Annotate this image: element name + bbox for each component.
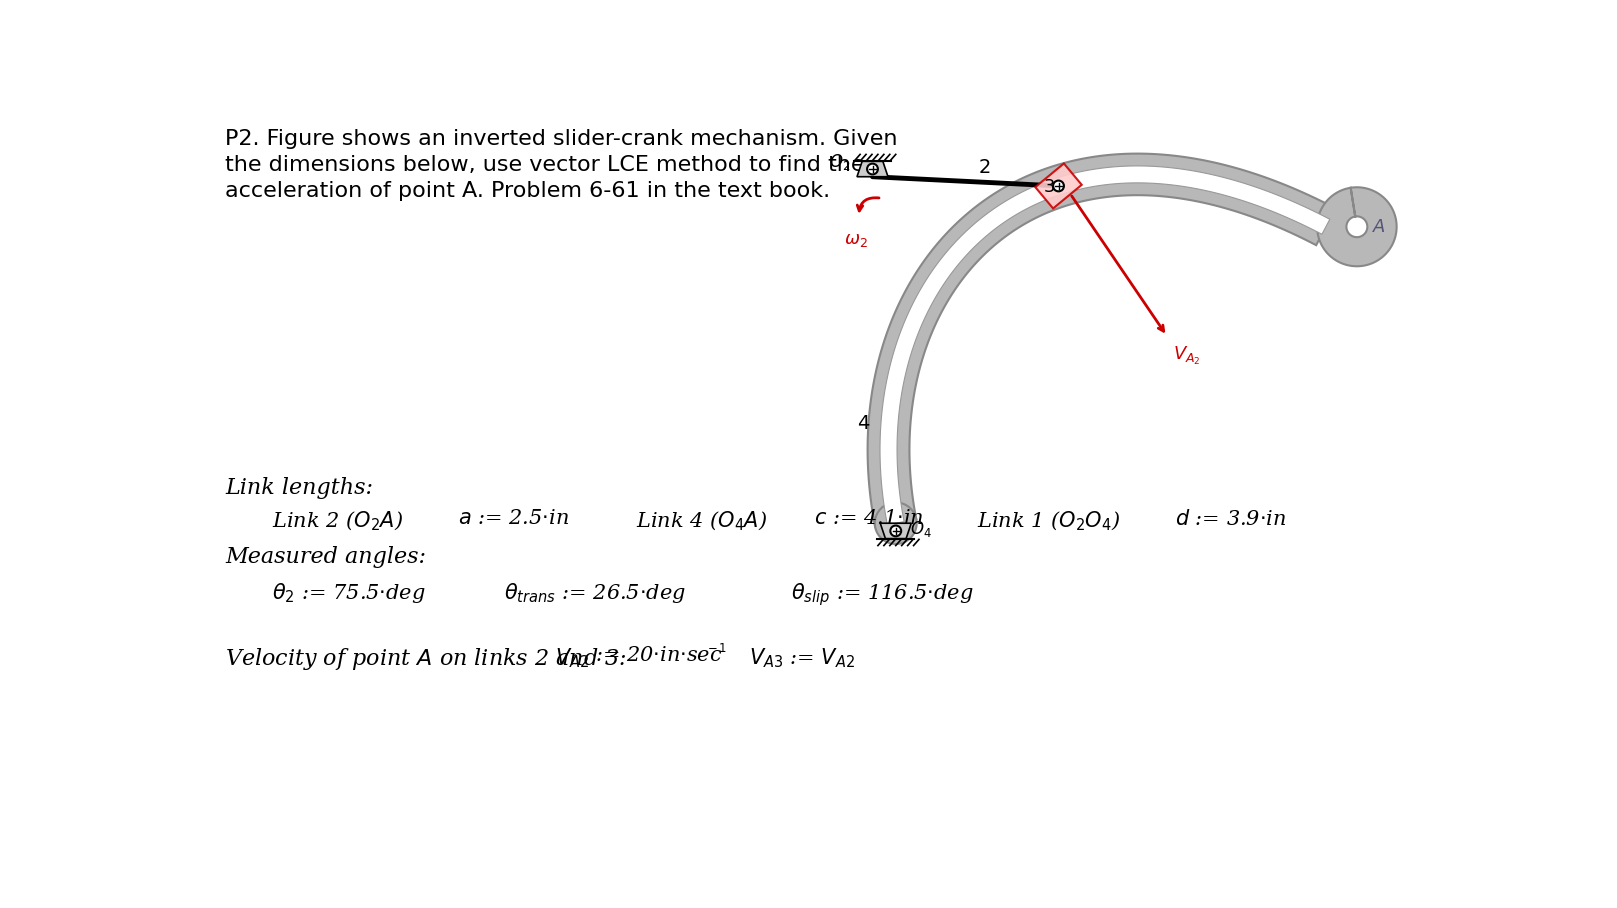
Text: the dimensions below, use vector LCE method to find the: the dimensions below, use vector LCE met… (225, 155, 865, 175)
Text: $a$ := 2.5$\cdot$in: $a$ := 2.5$\cdot$in (458, 509, 569, 528)
Polygon shape (1035, 163, 1082, 209)
Circle shape (891, 526, 901, 537)
Text: P2. Figure shows an inverted slider-crank mechanism. Given: P2. Figure shows an inverted slider-cran… (225, 129, 897, 149)
Polygon shape (880, 166, 1329, 525)
Text: A: A (1373, 218, 1386, 236)
Text: $\theta_{slip}$ := 116.5$\cdot$deg: $\theta_{slip}$ := 116.5$\cdot$deg (791, 581, 973, 607)
Polygon shape (1318, 187, 1397, 266)
Text: Link 1 ($O_2O_4$): Link 1 ($O_2O_4$) (977, 509, 1121, 533)
Text: $\theta_2$ := 75.5$\cdot$deg: $\theta_2$ := 75.5$\cdot$deg (272, 581, 425, 605)
Text: 4: 4 (857, 414, 870, 433)
Text: := 20$\cdot$in$\cdot$sec: := 20$\cdot$in$\cdot$sec (595, 646, 723, 666)
Polygon shape (868, 153, 1336, 528)
Text: 3: 3 (1043, 179, 1054, 196)
Polygon shape (880, 523, 912, 538)
Circle shape (1053, 181, 1064, 192)
Text: acceleration of point A. Problem 6-61 in the text book.: acceleration of point A. Problem 6-61 in… (225, 182, 831, 202)
Polygon shape (857, 162, 888, 177)
Text: $O_2$: $O_2$ (830, 153, 851, 173)
Polygon shape (875, 502, 917, 544)
Text: Velocity of point $A$ on links 2 and 3:: Velocity of point $A$ on links 2 and 3: (225, 646, 627, 673)
Text: $c$ := 4.1$\cdot$in: $c$ := 4.1$\cdot$in (815, 509, 925, 528)
Text: $O_4$: $O_4$ (910, 519, 931, 539)
Text: $V_{A_2}$: $V_{A_2}$ (1174, 345, 1201, 368)
Text: Link lengths:: Link lengths: (225, 477, 374, 499)
Text: Link 4 ($O_4A$): Link 4 ($O_4A$) (635, 509, 768, 533)
Text: $\theta_{trans}$ := 26.5$\cdot$deg: $\theta_{trans}$ := 26.5$\cdot$deg (505, 581, 686, 605)
Circle shape (867, 163, 878, 174)
Text: $^{-\,1}$: $^{-\,1}$ (707, 645, 726, 662)
Text: Measured angles:: Measured angles: (225, 547, 427, 568)
Text: 2: 2 (978, 158, 991, 177)
Text: $V_{A2}$: $V_{A2}$ (555, 646, 589, 670)
Text: $\omega_2$: $\omega_2$ (844, 231, 867, 249)
Text: $V_{A3}$ := $V_{A2}$: $V_{A3}$ := $V_{A2}$ (749, 646, 855, 670)
Text: Link 2 ($O_2A$): Link 2 ($O_2A$) (272, 509, 403, 533)
Text: $d$ := 3.9$\cdot$in: $d$ := 3.9$\cdot$in (1174, 509, 1286, 529)
